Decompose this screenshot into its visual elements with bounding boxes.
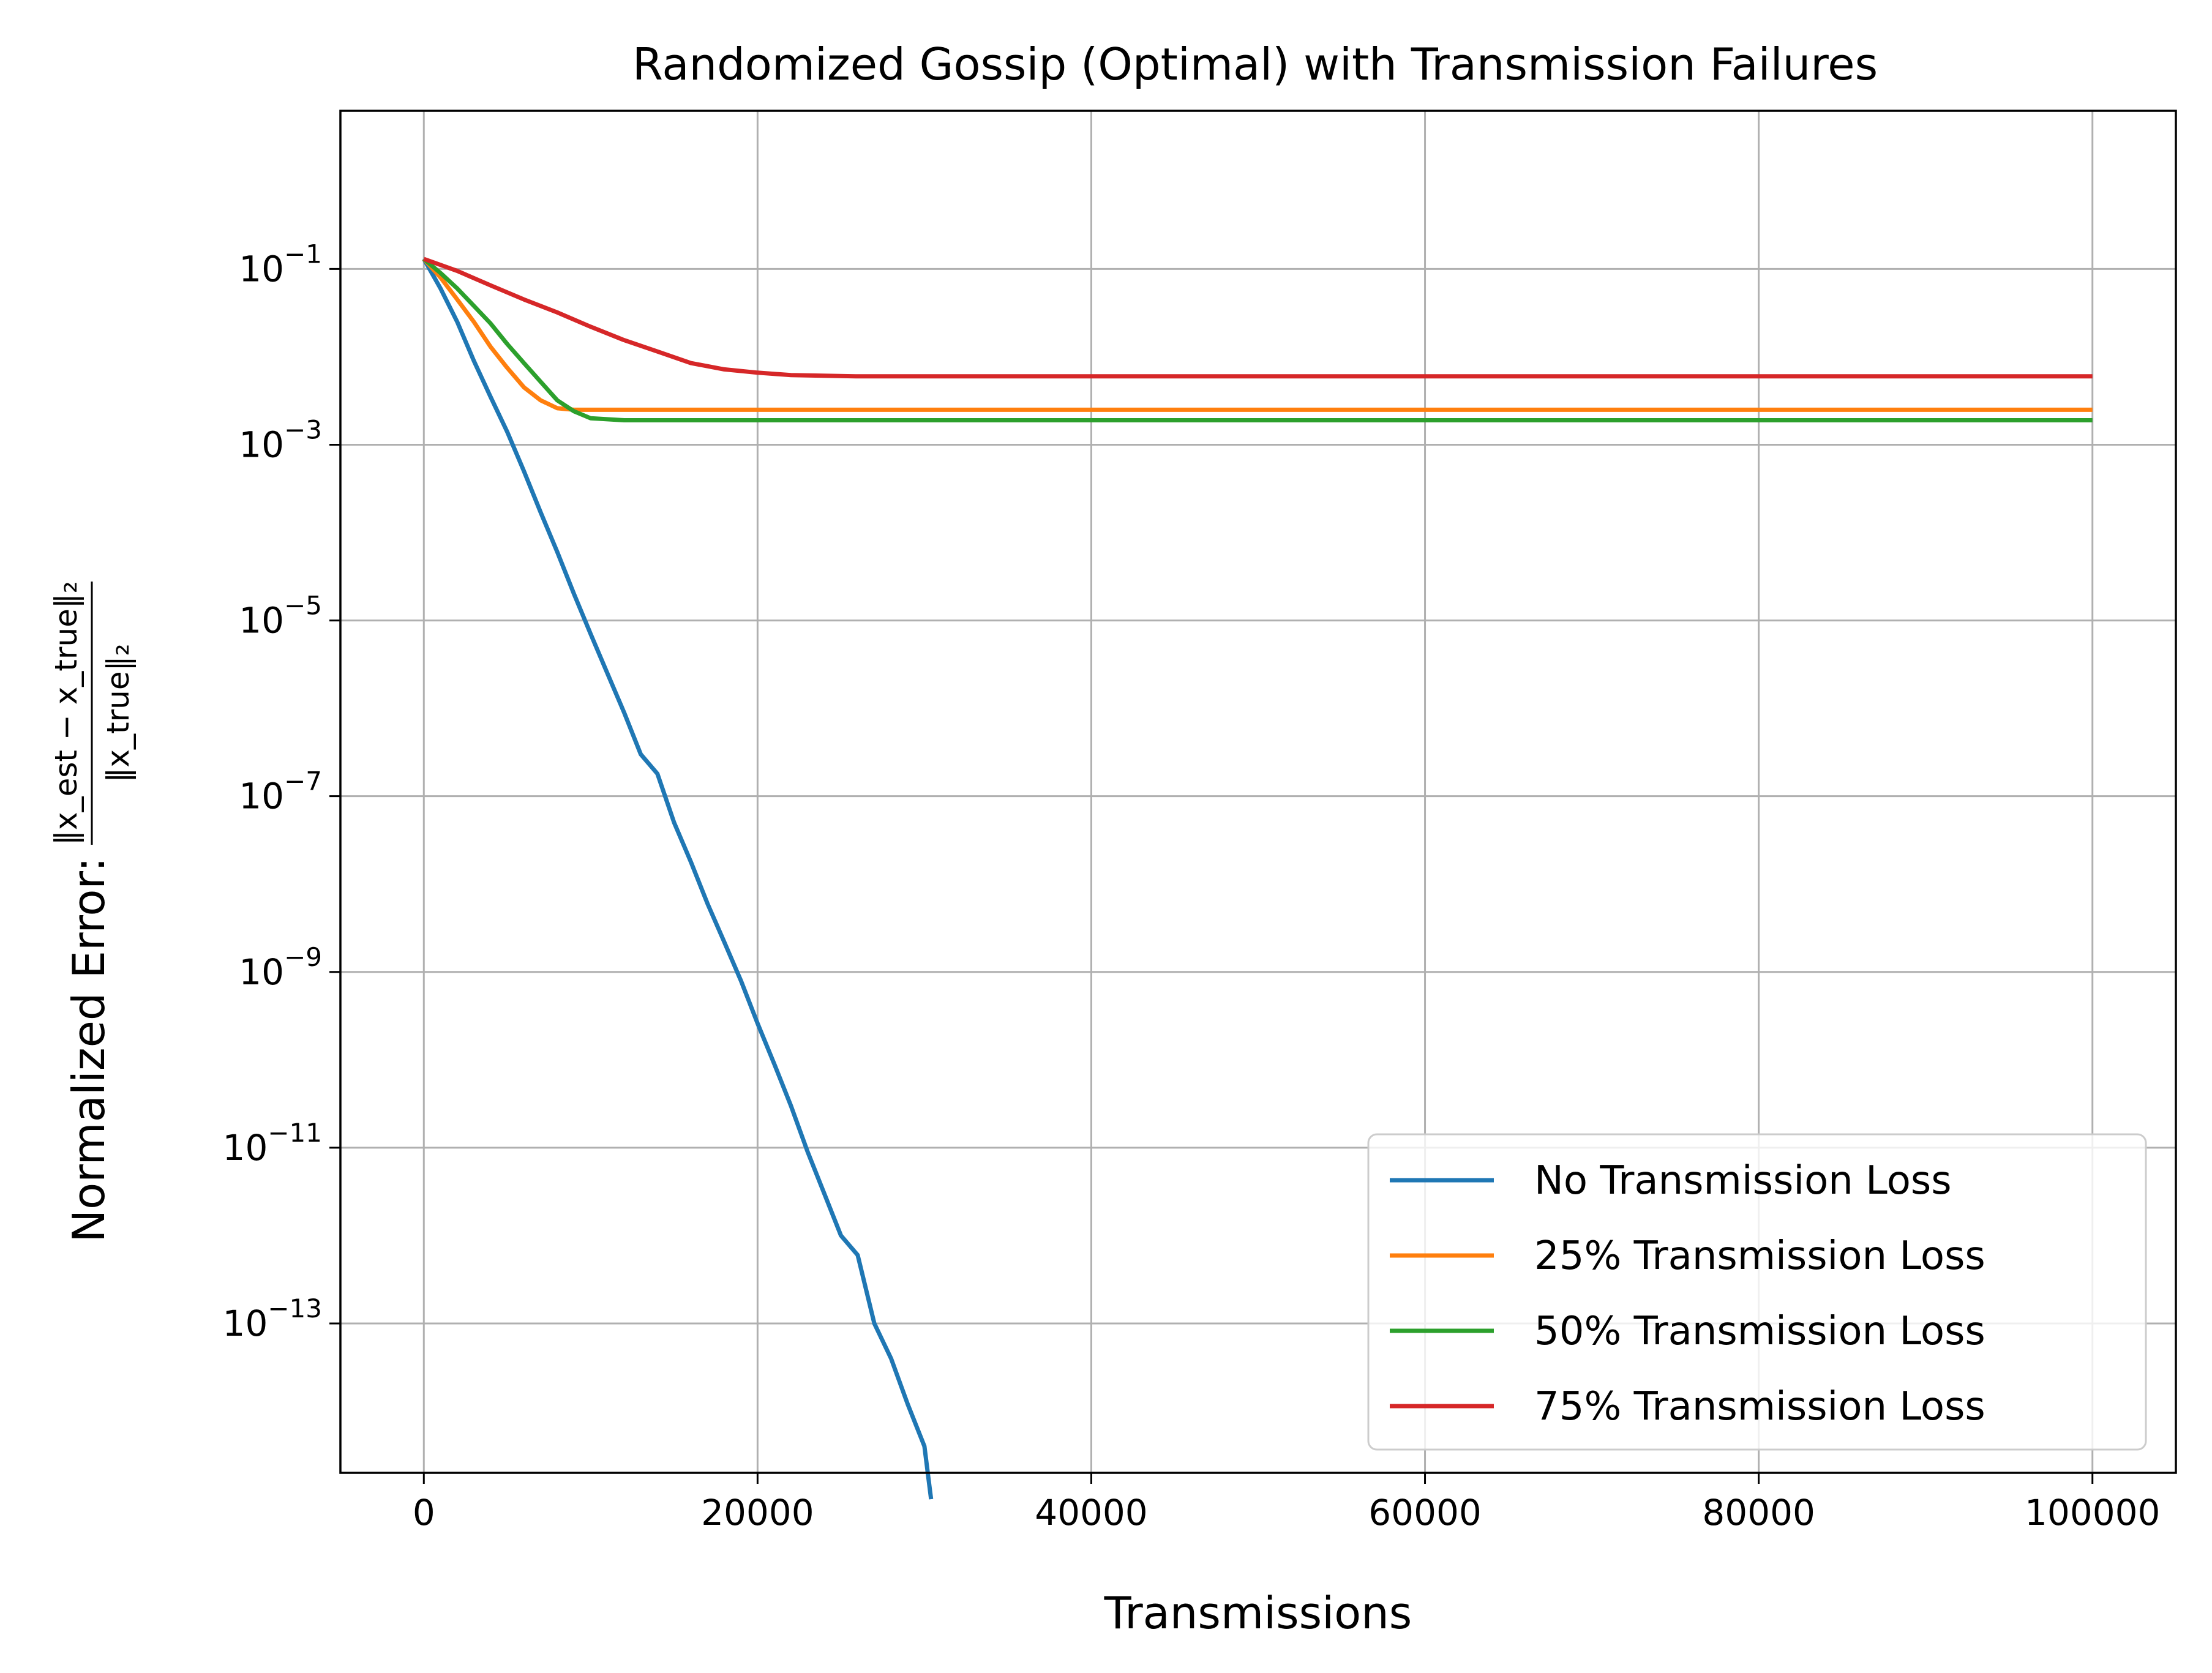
y-tick-label: 10−9 xyxy=(239,942,322,993)
legend-label: 25% Transmission Loss xyxy=(1534,1233,1985,1279)
x-tick-label: 60000 xyxy=(1368,1492,1482,1533)
chart-title: Randomized Gossip (Optimal) with Transmi… xyxy=(632,39,1878,90)
grid xyxy=(340,111,2176,1473)
series-line-3 xyxy=(422,257,2093,422)
legend-label: No Transmission Loss xyxy=(1534,1158,1952,1203)
x-tick-label: 40000 xyxy=(1035,1492,1148,1533)
legend-label: 75% Transmission Loss xyxy=(1534,1384,1985,1429)
x-tick-label: 20000 xyxy=(701,1492,814,1533)
y-tick-label: 10−3 xyxy=(239,414,322,465)
series-layer xyxy=(422,256,2093,1500)
y-tick-label: 10−5 xyxy=(239,591,322,642)
x-axis: 0 20000 40000 60000 80000 100000 xyxy=(413,1473,2160,1533)
x-tick-label: 80000 xyxy=(1702,1492,1815,1533)
x-tick-label: 100000 xyxy=(2025,1492,2160,1533)
plot-frame xyxy=(339,110,2177,1474)
series-line-1 xyxy=(422,258,934,1500)
y-tick-label: 10−1 xyxy=(239,239,322,290)
series-line-2 xyxy=(422,257,2093,412)
y-axis: 10−1 10−3 10−5 10−7 10−9 10−11 10−13 xyxy=(223,239,340,1344)
y-axis-label-denominator: ‖x_true‖₂ xyxy=(100,643,136,782)
y-tick-label: 10−13 xyxy=(223,1293,322,1344)
y-tick-label: 10−11 xyxy=(223,1118,322,1169)
legend-label: 50% Transmission Loss xyxy=(1534,1309,1985,1354)
legend-box xyxy=(1367,1133,2147,1451)
legend: No Transmission Loss 25% Transmission Los… xyxy=(1367,1133,2147,1451)
y-axis-label-numerator: ‖x_est − x_true‖₂ xyxy=(48,581,84,845)
y-tick-label: 10−7 xyxy=(239,766,322,817)
x-tick-label: 0 xyxy=(413,1492,435,1533)
y-axis-label-prefix: Normalized Error: xyxy=(63,857,114,1243)
series-line-4 xyxy=(423,256,2093,379)
y-axis-label: Normalized Error: ‖x_est − x_true‖₂ ‖x_t… xyxy=(48,581,136,1243)
x-axis-label: Transmissions xyxy=(1104,1587,1412,1639)
